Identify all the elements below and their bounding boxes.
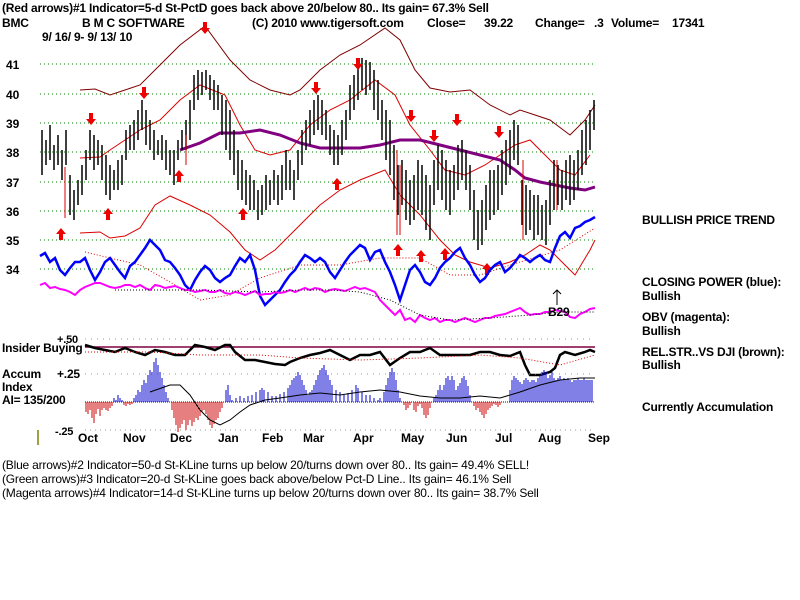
down-arrow-icon — [311, 82, 321, 94]
red-arrows — [56, 22, 504, 275]
company-name: B M C SOFTWARE — [82, 16, 185, 30]
minus25-label: -.25 — [55, 426, 74, 438]
insider-line — [84, 343, 596, 377]
down-arrow-icon — [139, 87, 149, 99]
y-tick-38: 38 — [6, 146, 20, 160]
dotted-trend — [84, 227, 596, 301]
down-arrow-icon — [429, 130, 439, 142]
price-trend-status: BULLISH PRICE TREND — [642, 213, 775, 227]
outer-band — [79, 25, 596, 136]
relstr-value: Bullish — [642, 358, 681, 372]
indicator-4-text: (Magenta arrows)#4 Indicator=14-d St-KLi… — [2, 486, 539, 500]
volume-value: 17341 — [672, 16, 705, 30]
closing-power-line — [39, 215, 596, 308]
y-tick-39: 39 — [6, 117, 20, 131]
down-arrow-icon — [452, 114, 462, 126]
x-tick-dec: Dec — [170, 431, 193, 445]
accumulation-status: Currently Accumulation — [642, 400, 774, 414]
up-arrow-icon — [416, 250, 426, 262]
change-value: .3 — [594, 16, 604, 30]
up-arrow-icon — [174, 170, 184, 182]
up-arrow-icon — [482, 263, 492, 275]
x-tick-may: May — [401, 431, 425, 445]
x-tick-jan: Jan — [218, 431, 239, 445]
down-arrow-icon — [406, 110, 416, 122]
index-label: Index — [2, 380, 33, 394]
y-tick-36: 36 — [6, 205, 20, 219]
y-tick-34: 34 — [6, 263, 20, 277]
obv-label: OBV (magenta): — [642, 310, 730, 324]
down-arrow-icon — [494, 126, 504, 138]
insider-buying-label: Insider Buying — [2, 341, 83, 355]
x-tick-sep: Sep — [588, 431, 611, 445]
closing-power-label: CLOSING POWER (blue): — [642, 275, 782, 289]
x-tick-nov: Nov — [123, 431, 146, 445]
plus50-label: +.50 — [57, 334, 78, 346]
x-tick-apr: Apr — [353, 431, 374, 445]
change-label: Change= — [535, 16, 585, 30]
close-label: Close= — [427, 16, 466, 30]
x-tick-oct: Oct — [78, 431, 99, 445]
indicator-3-text: (Green arrows)#3 Indicator=20-d St-KLine… — [2, 472, 512, 486]
accum-ma — [149, 377, 595, 426]
x-tick-aug: Aug — [538, 431, 562, 445]
y-tick-40: 40 — [6, 88, 20, 102]
accum-histogram — [85, 358, 593, 432]
up-arrow-icon — [103, 208, 113, 220]
plus25-label: +.25 — [57, 367, 80, 381]
obv-line — [39, 281, 596, 324]
signal-lines — [64, 135, 558, 240]
closing-power-value: Bullish — [642, 289, 681, 303]
volume-label: Volume= — [611, 16, 660, 30]
indicator-2-text: (Blue arrows)#2 Indicator=50-d St-KLine … — [2, 458, 529, 472]
price-bars — [41, 58, 595, 250]
y-tick-35: 35 — [6, 234, 20, 248]
ai-value-label: AI= 135/200 — [2, 393, 66, 407]
price-gridlines — [40, 63, 595, 270]
obv-ma — [115, 289, 595, 321]
date-range: 9/ 16/ 9- 9/ 13/ 10 — [42, 30, 133, 44]
up-arrow-icon — [238, 208, 248, 220]
obv-value: Bullish — [642, 324, 681, 338]
down-arrow-icon — [200, 22, 210, 34]
up-arrow-icon — [393, 244, 403, 256]
ticker: BMC — [2, 16, 29, 30]
b29-label: B29 — [548, 305, 570, 319]
indicator-1-text: (Red arrows)#1 Indicator=5-d St-PctD goe… — [2, 1, 489, 15]
up-arrow-icon — [440, 248, 450, 260]
relstr-label: REL.STR..VS DJI (brown): — [642, 345, 785, 359]
y-tick-41: 41 — [6, 58, 20, 72]
close-value: 39.22 — [484, 16, 514, 30]
x-tick-jul: Jul — [495, 431, 513, 445]
x-tick-jun: Jun — [446, 431, 468, 445]
moving-average — [179, 128, 596, 192]
lower-band — [79, 169, 596, 276]
accum-label: Accum — [2, 367, 42, 381]
x-tick-mar: Mar — [303, 431, 325, 445]
down-arrow-icon — [86, 113, 96, 125]
y-tick-37: 37 — [6, 176, 20, 190]
x-tick-feb: Feb — [262, 431, 284, 445]
up-arrow-icon — [332, 178, 342, 190]
down-arrow-icon — [353, 58, 363, 70]
up-arrow-icon — [56, 228, 66, 240]
copyright: (C) 2010 www.tigersoft.com — [252, 16, 404, 30]
